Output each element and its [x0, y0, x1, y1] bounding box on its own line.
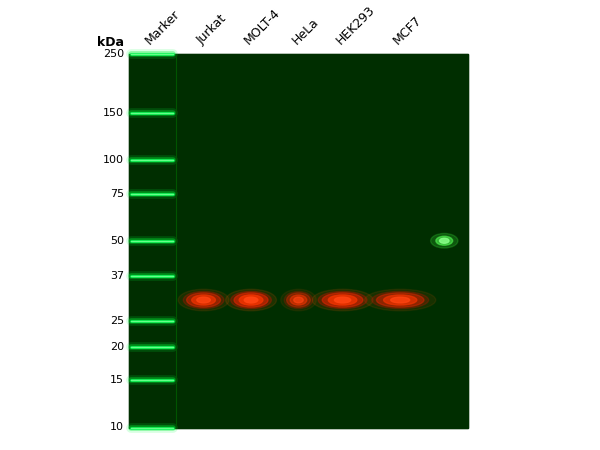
Text: 20: 20 [110, 342, 124, 352]
Ellipse shape [318, 292, 367, 309]
Ellipse shape [239, 295, 263, 305]
Text: 37: 37 [110, 271, 124, 281]
Ellipse shape [287, 293, 310, 307]
Ellipse shape [440, 238, 449, 243]
Text: 50: 50 [110, 236, 124, 246]
Ellipse shape [197, 297, 211, 303]
Text: 10: 10 [110, 423, 124, 432]
Text: MCF7: MCF7 [391, 14, 425, 47]
Ellipse shape [383, 295, 417, 305]
Text: kDa: kDa [97, 36, 124, 50]
Text: 250: 250 [103, 49, 124, 59]
Ellipse shape [312, 289, 373, 311]
Ellipse shape [226, 289, 277, 311]
Ellipse shape [178, 289, 229, 311]
Ellipse shape [391, 297, 410, 303]
Ellipse shape [192, 295, 215, 305]
Ellipse shape [322, 293, 363, 307]
Text: MOLT-4: MOLT-4 [242, 6, 283, 47]
Ellipse shape [436, 236, 452, 245]
Ellipse shape [234, 293, 268, 307]
Ellipse shape [284, 292, 313, 309]
Text: 15: 15 [110, 375, 124, 386]
Text: HeLa: HeLa [289, 15, 321, 47]
Ellipse shape [431, 234, 458, 248]
Text: 25: 25 [110, 316, 124, 326]
Ellipse shape [328, 295, 357, 305]
Ellipse shape [183, 292, 224, 309]
Ellipse shape [230, 292, 271, 309]
Ellipse shape [294, 297, 303, 303]
Ellipse shape [187, 293, 221, 307]
Ellipse shape [376, 293, 424, 307]
Ellipse shape [281, 289, 316, 311]
Text: 75: 75 [110, 189, 124, 199]
Bar [129, 54, 468, 428]
Text: 150: 150 [103, 108, 124, 118]
Ellipse shape [290, 295, 307, 305]
Text: 100: 100 [103, 155, 124, 165]
Ellipse shape [365, 289, 436, 311]
Ellipse shape [372, 292, 428, 309]
Text: HEK293: HEK293 [334, 4, 377, 47]
Ellipse shape [334, 297, 351, 303]
Text: Jurkat: Jurkat [194, 13, 229, 47]
Ellipse shape [244, 297, 258, 303]
Text: Marker: Marker [143, 8, 182, 47]
Bar [129, 54, 468, 428]
